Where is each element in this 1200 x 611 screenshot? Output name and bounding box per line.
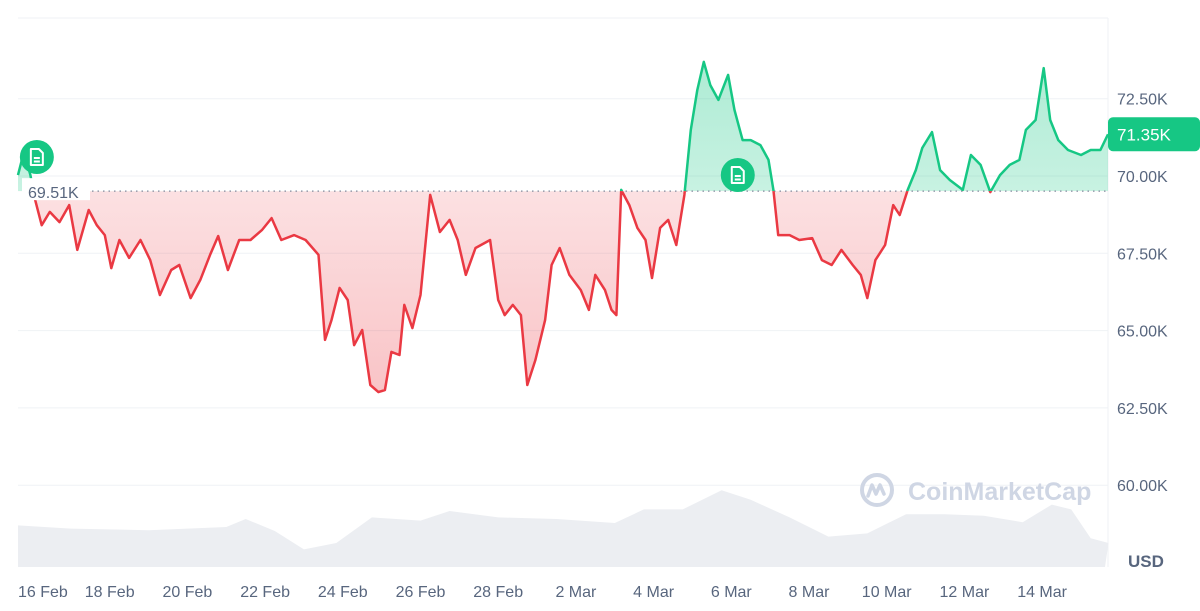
- x-axis: 16 Feb 18 Feb 20 Feb 22 Feb 24 Feb 26 Feb 28 F…: [18, 584, 1068, 601]
- y-axis: 60.00K 62.50K 65.00K 67.50K 70.00K 72.50K: [1117, 92, 1168, 496]
- y-tick-label: 62.50K: [1117, 401, 1168, 418]
- x-tick-label: 22 Feb: [240, 584, 290, 601]
- document-outline: [29, 148, 44, 166]
- y-tick-label: 70.00K: [1117, 169, 1168, 186]
- document-outline: [730, 166, 745, 184]
- x-tick-label: 20 Feb: [162, 584, 212, 601]
- current-price-badge: 71.35K: [1108, 117, 1200, 152]
- x-tick-label: 16 Feb: [18, 584, 68, 601]
- x-tick-label: 8 Mar: [789, 584, 831, 601]
- volume-area: [18, 490, 1109, 567]
- price-line-up: [16, 60, 1110, 192]
- x-tick-label: 10 Mar: [862, 584, 912, 601]
- currency-label: USD: [1128, 552, 1164, 571]
- watermark: CoinMarketCap: [860, 473, 1091, 507]
- current-price-text: 71.35K: [1117, 125, 1172, 144]
- y-tick-label: 67.50K: [1117, 246, 1168, 263]
- reference-price-text: 69.51K: [28, 185, 79, 202]
- x-tick-label: 24 Feb: [318, 584, 368, 601]
- x-tick-label: 18 Feb: [85, 584, 135, 601]
- price-line-down: [32, 191, 993, 394]
- news-marker[interactable]: [720, 158, 755, 192]
- x-tick-label: 26 Feb: [396, 584, 446, 601]
- area-below-reference: [18, 191, 1108, 393]
- document-icon: [29, 148, 44, 166]
- x-tick-label: 6 Mar: [711, 584, 753, 601]
- x-tick-label: 14 Mar: [1017, 584, 1067, 601]
- y-tick-label: 60.00K: [1117, 478, 1168, 495]
- x-tick-label: 12 Mar: [940, 584, 990, 601]
- news-marker[interactable]: [19, 140, 54, 174]
- coinmarketcap-logo-icon: [860, 473, 894, 507]
- document-icon: [730, 166, 745, 184]
- x-tick-label: 4 Mar: [633, 584, 675, 601]
- reference-price-label: 69.51K: [22, 178, 90, 202]
- x-tick-label: 2 Mar: [555, 584, 597, 601]
- grid-lines: [18, 98, 1108, 486]
- news-markers: [19, 140, 755, 192]
- y-tick-label: 72.50K: [1117, 92, 1168, 109]
- watermark-text: CoinMarketCap: [908, 478, 1091, 506]
- x-tick-label: 28 Feb: [473, 584, 523, 601]
- y-tick-label: 65.00K: [1117, 324, 1168, 341]
